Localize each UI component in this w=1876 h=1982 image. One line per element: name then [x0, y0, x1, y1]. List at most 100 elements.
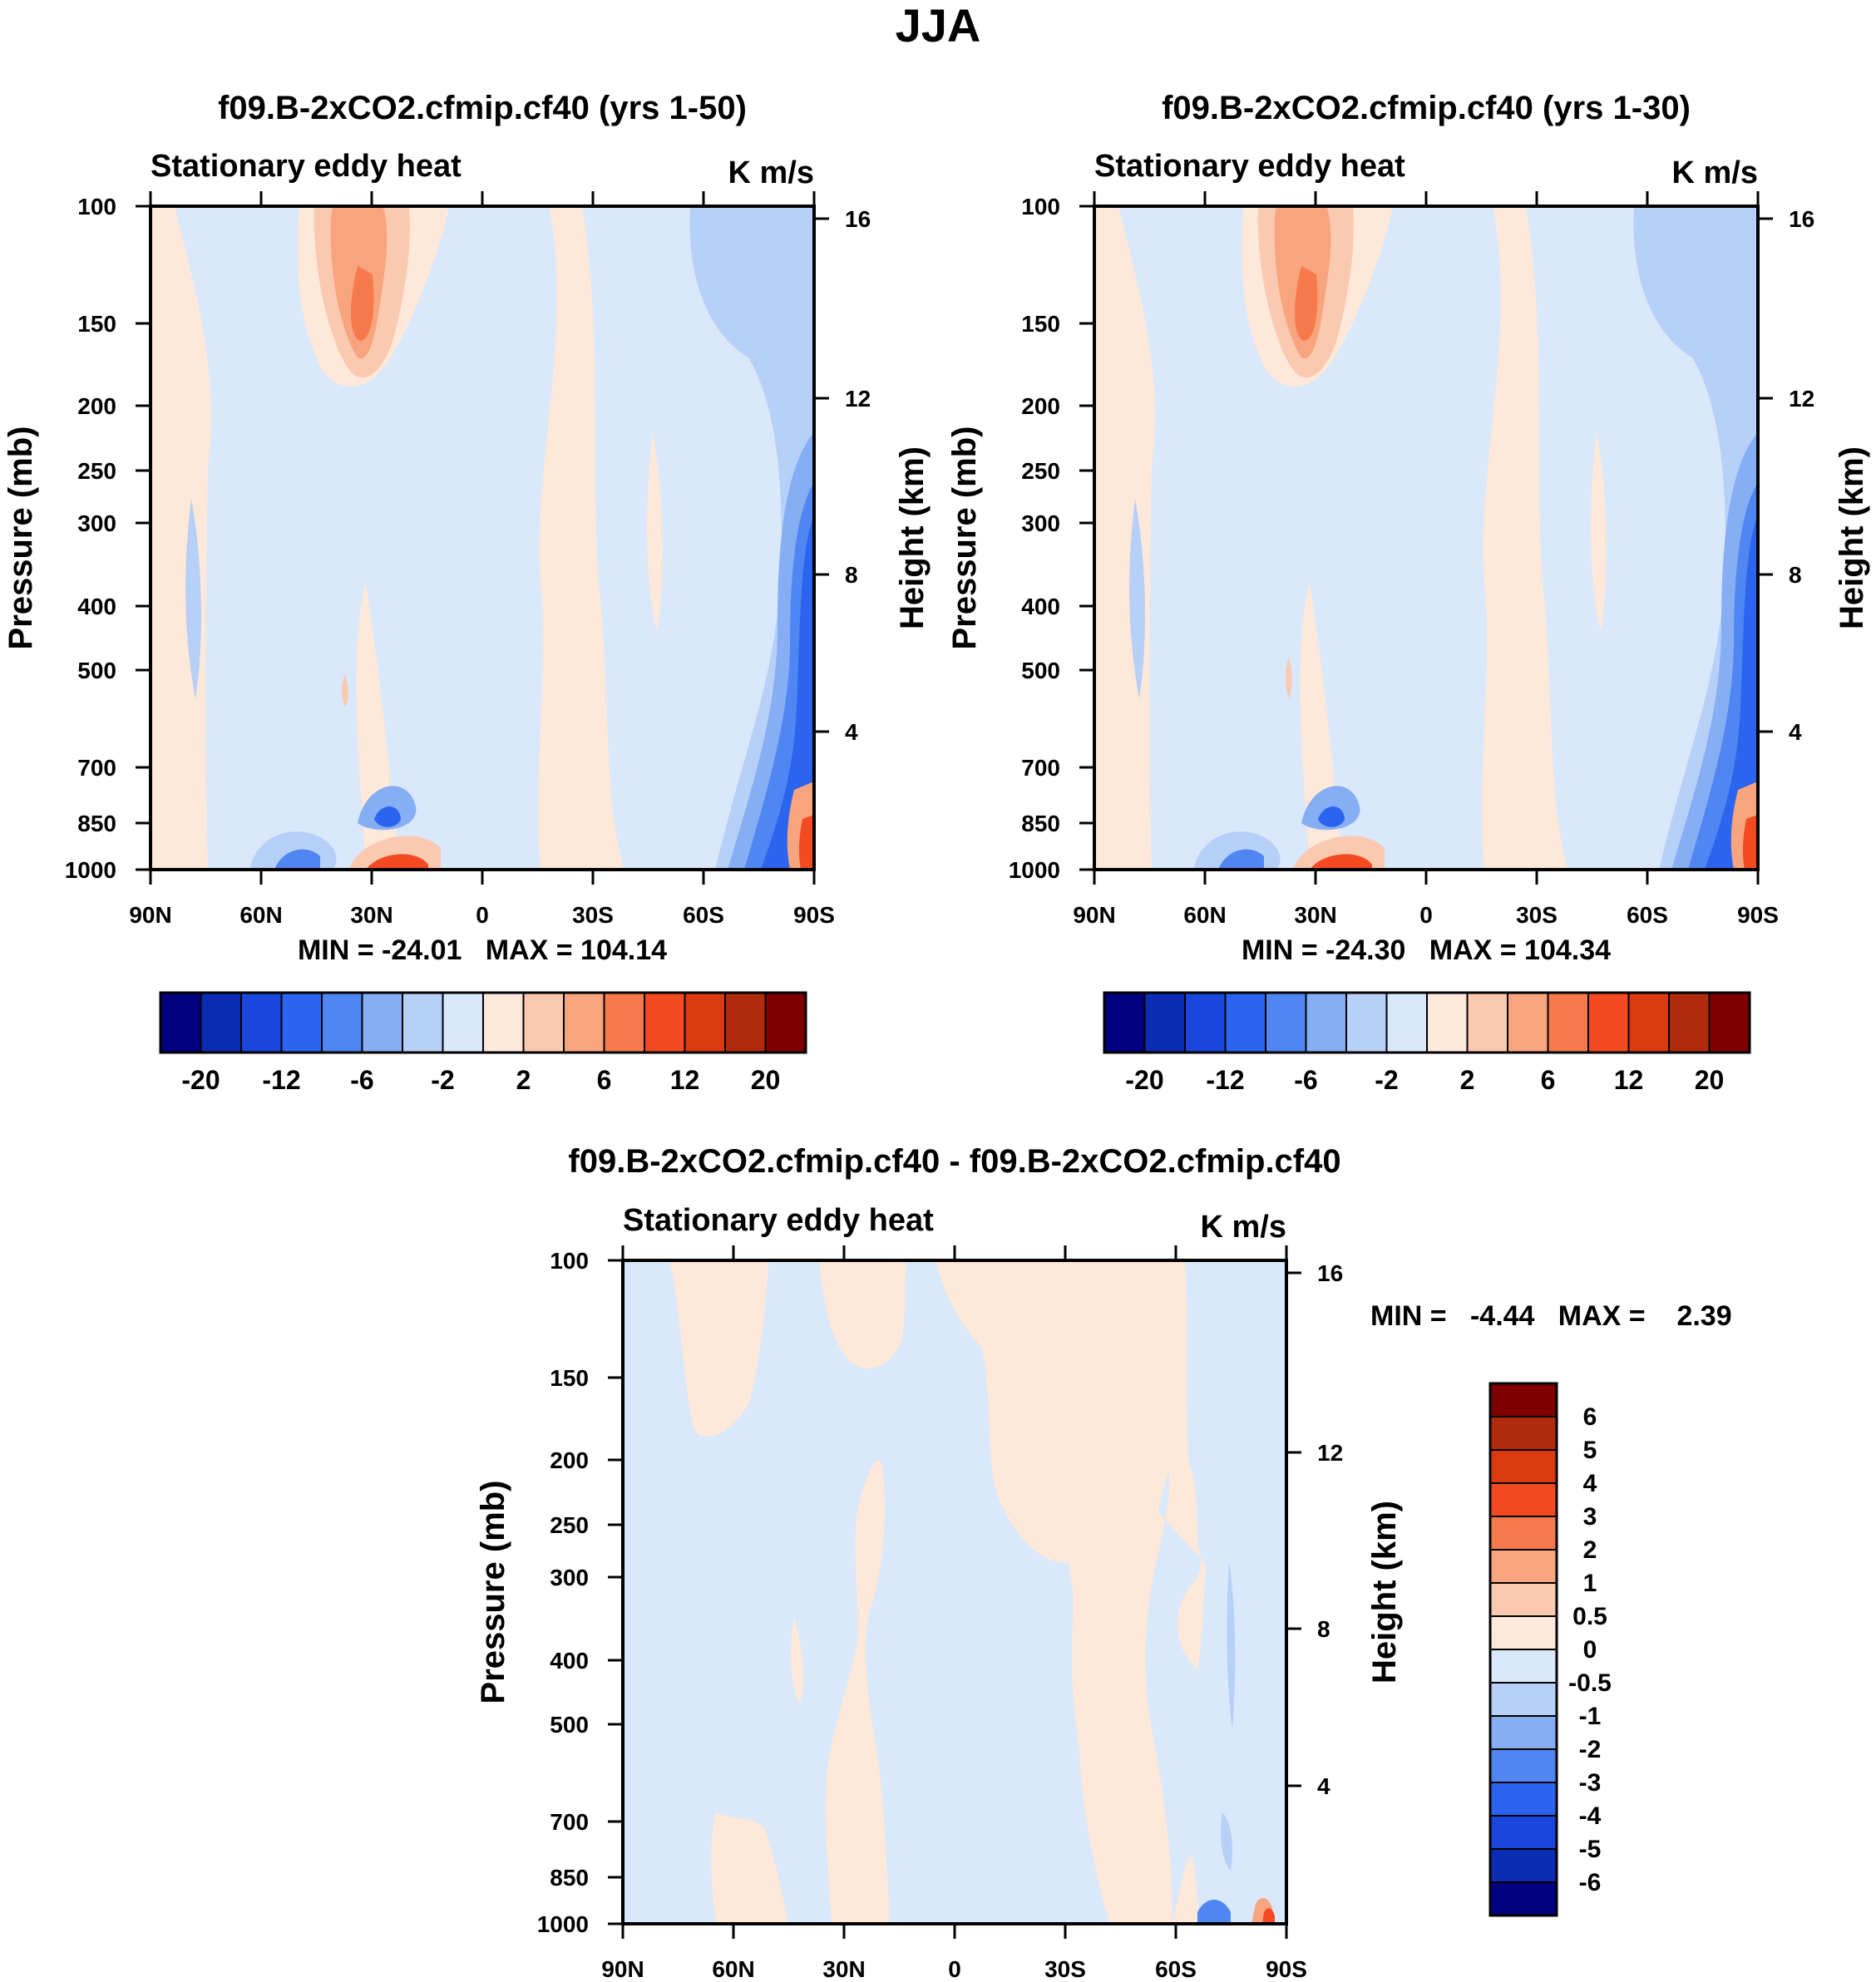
- colorbar-swatch: [1490, 1450, 1557, 1483]
- colorbar-swatch: [281, 993, 322, 1053]
- x-tick-label: 60S: [1155, 1956, 1197, 1982]
- panel-a-y-tick-labels: 100 150 200 250 300 400 500 700 850 1000: [65, 194, 116, 883]
- panel-a-subtitle-left: Stationary eddy heat: [151, 149, 462, 184]
- colorbar-label: -2: [1375, 1065, 1398, 1095]
- panel-c-ylabel-right: Height (km): [1366, 1501, 1403, 1684]
- colorbar-swatch: [1490, 1782, 1557, 1816]
- x-tick-label: 90S: [793, 902, 835, 928]
- x-tick-label: 60S: [683, 902, 724, 928]
- colorbar-label: -3: [1579, 1769, 1602, 1797]
- panel-b-ylabel: Pressure (mb): [946, 426, 983, 650]
- y-right-tick-label: 8: [1789, 562, 1802, 588]
- colorbar-swatch: [1490, 1616, 1557, 1649]
- colorbar-label: 20: [751, 1065, 781, 1095]
- colorbar-swatch: [442, 993, 483, 1053]
- colorbar-swatch: [241, 993, 282, 1053]
- colorbar-label: 20: [1695, 1065, 1725, 1095]
- x-tick-label: 60S: [1627, 902, 1668, 928]
- y-right-tick-label: 12: [845, 386, 871, 412]
- y-right-tick-label: 16: [1317, 1260, 1343, 1286]
- colorbar-label: -2: [431, 1065, 454, 1095]
- x-tick-label: 30S: [572, 902, 614, 928]
- x-tick-label: 0: [948, 1956, 961, 1982]
- y-tick-label: 250: [550, 1512, 589, 1538]
- panel-c: f09.B-2xCO2.cfmip.cf40 - f09.B-2xCO2.cfm…: [475, 1143, 1732, 1982]
- y-tick-label: 300: [550, 1565, 589, 1590]
- colorbar-frame: [159, 991, 807, 1054]
- panel-c-subtitle-left: Stationary eddy heat: [623, 1203, 934, 1238]
- colorbar-swatch: [1628, 993, 1669, 1053]
- colorbar-label: -6: [1294, 1065, 1317, 1095]
- colorbar-label: 0.5: [1572, 1603, 1607, 1630]
- colorbar-swatch: [1266, 993, 1306, 1053]
- y-right-tick-label: 12: [1789, 386, 1814, 412]
- colorbar-swatch: [322, 993, 363, 1053]
- colorbar-swatch: [1588, 993, 1629, 1053]
- colorbar-swatch: [1490, 1716, 1557, 1749]
- panel-c-ticks: [608, 1245, 1301, 1939]
- y-tick-label: 100: [550, 1248, 589, 1274]
- colorbar-label: 4: [1583, 1470, 1597, 1497]
- colorbar-swatch: [1490, 1649, 1557, 1683]
- y-tick-label: 200: [1021, 393, 1060, 419]
- colorbar-frame: [1488, 1382, 1558, 1917]
- y-right-tick-label: 8: [845, 562, 858, 588]
- colorbar-label: 1: [1583, 1570, 1597, 1597]
- x-tick-label: 0: [1419, 902, 1433, 928]
- y-tick-label: 400: [550, 1648, 589, 1674]
- x-tick-label: 60N: [239, 902, 282, 928]
- x-tick-label: 90N: [1073, 902, 1115, 928]
- panel-b-x-tick-labels: 90N 60N 30N 0 30S 60S 90S: [1073, 902, 1779, 928]
- colorbar-label: -6: [350, 1065, 373, 1095]
- colorbar-label: 2: [1460, 1065, 1475, 1095]
- panel-c-title: f09.B-2xCO2.cfmip.cf40 - f09.B-2xCO2.cfm…: [568, 1143, 1340, 1180]
- panel-b-min-max: MIN = -24.30 MAX = 104.34: [1242, 934, 1611, 966]
- panel-c-x-tick-labels: 90N 60N 30N 0 30S 60S 90S: [601, 1956, 1307, 1982]
- x-tick-label: 30N: [822, 1956, 865, 1982]
- panel-c-ylabel: Pressure (mb): [475, 1481, 511, 1704]
- colorbar-swatch: [1709, 993, 1750, 1053]
- y-right-tick-label: 12: [1317, 1440, 1343, 1466]
- colorbar-swatch: [1490, 1583, 1557, 1616]
- colorbar-label: -1: [1579, 1703, 1602, 1730]
- panel-b-y-tick-labels: 100 150 200 250 300 400 500 700 850 1000: [1009, 194, 1060, 883]
- colorbar-label: -20: [1125, 1065, 1163, 1095]
- panel-a-min-max: MIN = -24.01 MAX = 104.14: [298, 934, 667, 966]
- panel-c-colorbar: 6 5 4 3 2 1 0.5 0 -0.5 -1 -2 -3 -4 -5 -6: [1488, 1382, 1612, 1917]
- x-tick-label: 60N: [1183, 902, 1226, 928]
- colorbar-swatch: [402, 993, 443, 1053]
- y-tick-label: 700: [77, 755, 116, 781]
- colorbar-swatch: [1669, 993, 1710, 1053]
- colorbar-label: -12: [262, 1065, 300, 1095]
- y-right-tick-label: 16: [845, 206, 871, 232]
- panel-a-subtitle-right: K m/s: [728, 155, 814, 190]
- colorbar-swatch: [765, 993, 806, 1053]
- y-tick-label: 1000: [1009, 857, 1060, 883]
- colorbar-label: 6: [1541, 1065, 1556, 1095]
- colorbar-label: 0: [1583, 1636, 1597, 1664]
- colorbar-label: 3: [1583, 1503, 1597, 1531]
- y-tick-label: 150: [550, 1365, 589, 1391]
- colorbar-swatch: [523, 993, 564, 1053]
- colorbar-label: 5: [1583, 1437, 1597, 1464]
- y-tick-label: 100: [1021, 194, 1060, 219]
- colorbar-swatch: [1490, 1550, 1557, 1583]
- colorbar-swatch: [1104, 993, 1145, 1053]
- y-tick-label: 200: [550, 1447, 589, 1473]
- y-right-tick-label: 8: [1317, 1616, 1330, 1642]
- panel-b-y-right-tick-labels: 16 12 8 4: [1789, 206, 1814, 745]
- x-tick-label: 30N: [1294, 902, 1336, 928]
- colorbar-frame: [1103, 991, 1751, 1054]
- colorbar-label: -12: [1206, 1065, 1244, 1095]
- colorbar-swatch: [200, 993, 241, 1053]
- y-right-tick-label: 4: [1317, 1773, 1330, 1799]
- y-tick-label: 850: [77, 811, 116, 836]
- y-right-tick-label: 4: [845, 719, 858, 745]
- x-tick-label: 90N: [601, 1956, 644, 1982]
- colorbar-label: -5: [1579, 1836, 1602, 1863]
- colorbar-swatch: [1427, 993, 1468, 1053]
- colorbar-swatch: [1490, 1683, 1557, 1716]
- y-tick-label: 300: [1021, 510, 1060, 536]
- colorbar-swatch: [1225, 993, 1266, 1053]
- colorbar-swatch: [1490, 1383, 1557, 1417]
